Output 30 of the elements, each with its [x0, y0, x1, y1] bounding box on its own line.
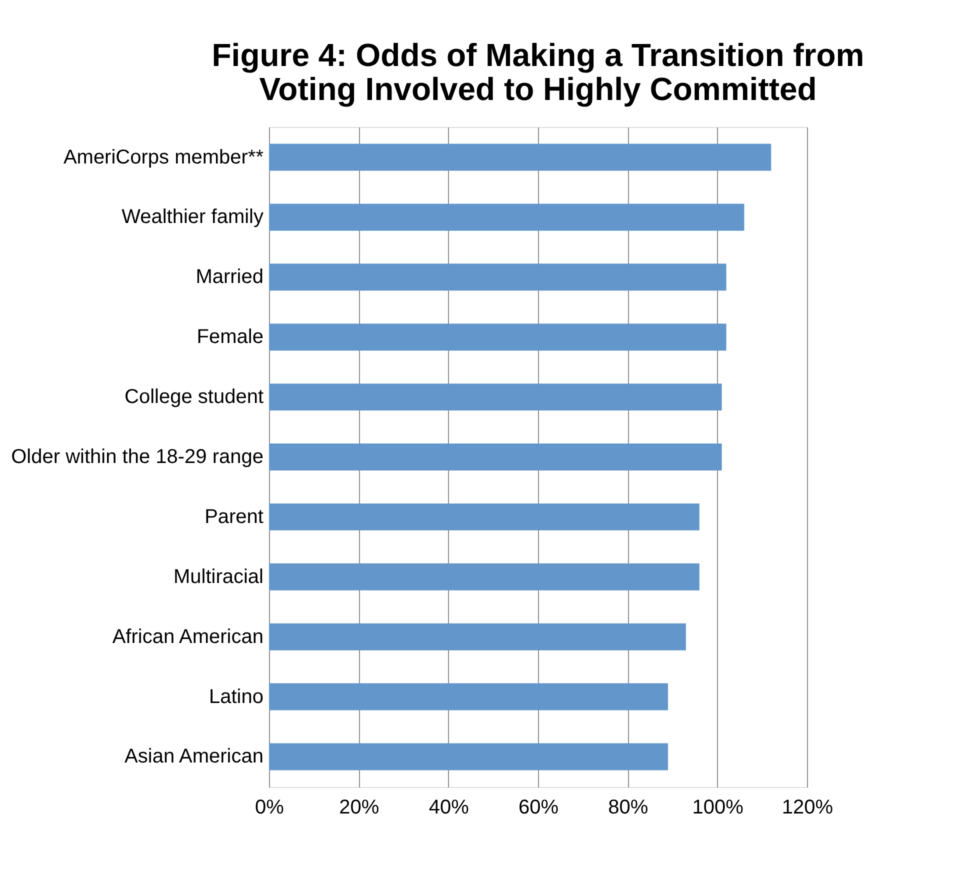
bar	[269, 384, 722, 411]
bar	[269, 144, 772, 171]
y-tick-label: Older within the 18-29 range	[11, 446, 264, 468]
bar	[269, 503, 700, 530]
x-tick-label: 120%	[782, 796, 834, 818]
bar	[269, 563, 700, 590]
bar	[269, 324, 726, 351]
bar	[269, 204, 744, 231]
y-tick-label: Asian American	[124, 746, 264, 768]
x-tick-label: 100%	[692, 796, 744, 818]
x-tick-label: 0%	[255, 796, 284, 818]
chart-title: Figure 4: Odds of Making a Transition from Voting Involved to Highly Committed	[212, 37, 864, 107]
y-tick-label: Wealthier family	[122, 206, 264, 228]
y-tick-label: Female	[196, 326, 264, 348]
y-tick-label: Parent	[204, 506, 264, 528]
x-tick-label: 60%	[518, 796, 559, 818]
bar	[269, 743, 668, 770]
y-tick-label: AmeriCorps member**	[63, 146, 264, 168]
y-tick-label: African American	[112, 626, 264, 648]
y-tick-label: College student	[124, 386, 264, 408]
x-tick-label: 40%	[428, 796, 470, 818]
y-tick-label: Latino	[209, 686, 264, 708]
x-tick-label: 80%	[608, 796, 648, 818]
y-tick-label: Multiracial	[173, 566, 264, 588]
y-tick-label: Married	[196, 266, 264, 288]
x-tick-label: 20%	[339, 796, 380, 818]
bar	[269, 623, 686, 650]
bar	[269, 683, 668, 710]
bar	[269, 444, 722, 470]
bar	[269, 264, 726, 291]
